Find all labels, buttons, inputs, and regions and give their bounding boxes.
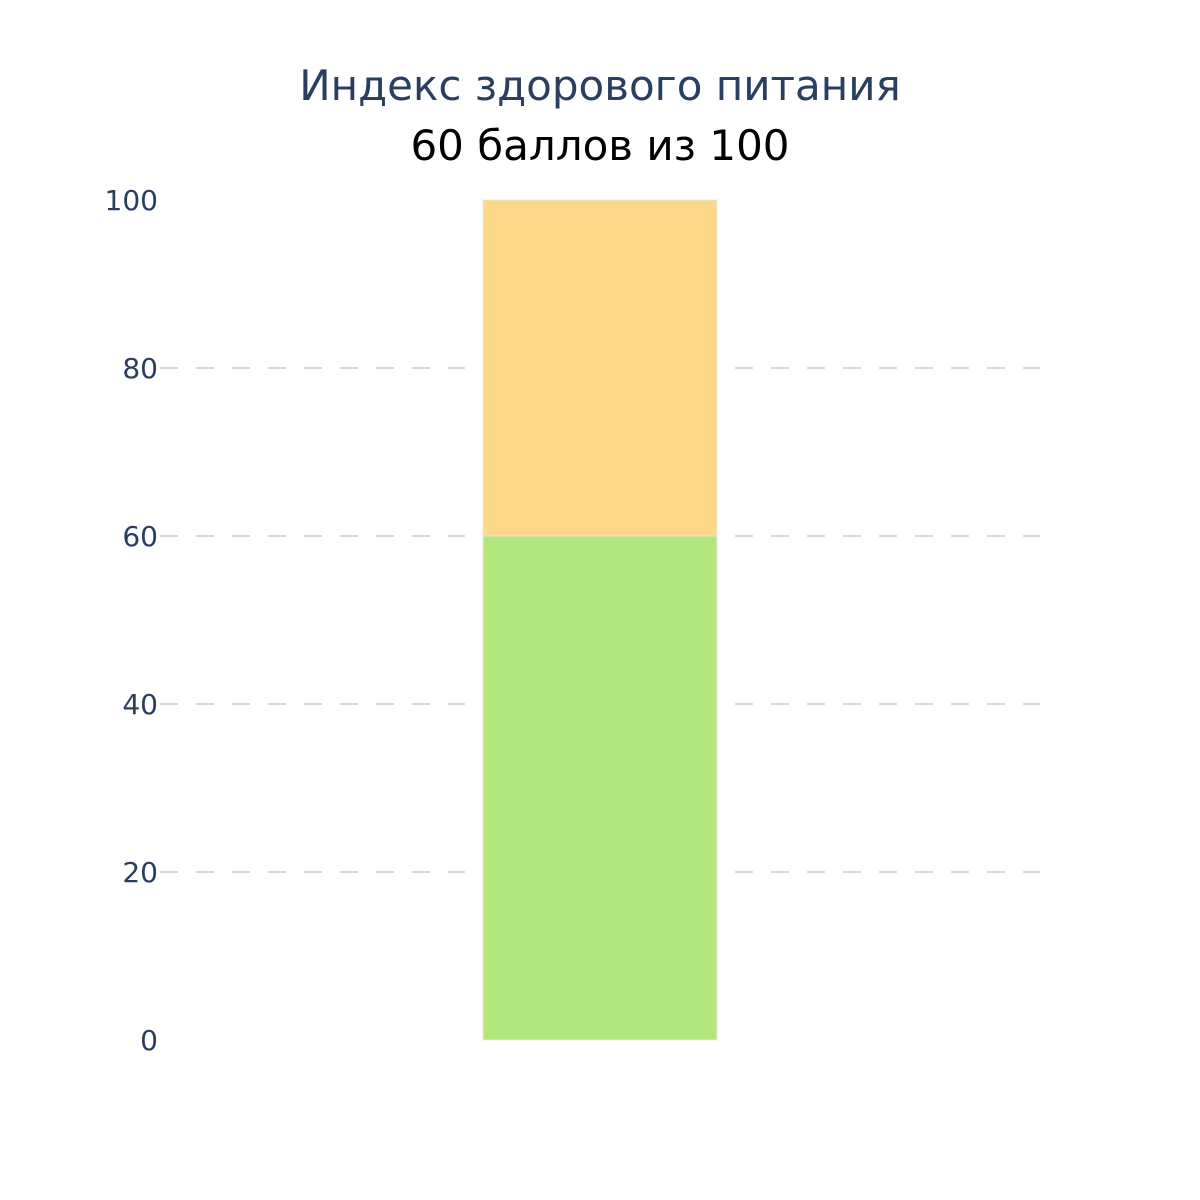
y-tick-label: 0	[140, 1024, 158, 1057]
y-tick-label: 40	[122, 688, 158, 721]
stacked-bar	[482, 199, 718, 1041]
y-tick-label: 60	[122, 520, 158, 553]
bar-segment-2	[482, 199, 718, 537]
chart-title: Индекс здорового питания	[299, 61, 901, 110]
chart-subtitle: 60 баллов из 100	[410, 121, 789, 170]
y-tick-label: 100	[105, 184, 158, 217]
y-tick-label: 20	[122, 856, 158, 889]
bar-segment-1	[482, 535, 718, 1041]
y-tick-label: 80	[122, 352, 158, 385]
y-axis-ticks: 0 20 40 60 80 100	[105, 184, 158, 1057]
grid-lines	[160, 367, 1040, 873]
